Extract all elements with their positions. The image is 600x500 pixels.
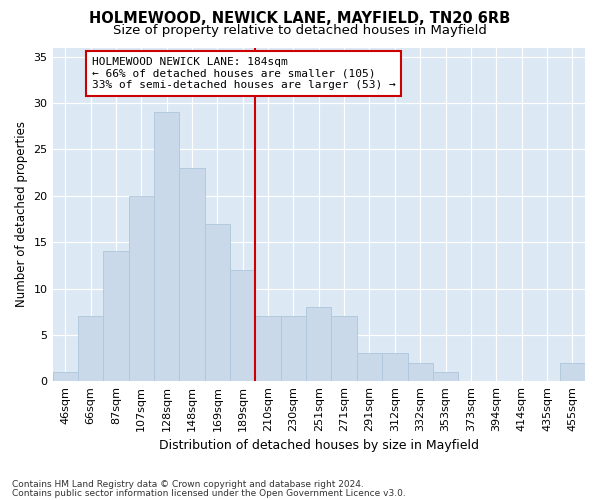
Y-axis label: Number of detached properties: Number of detached properties xyxy=(15,122,28,308)
Bar xyxy=(179,168,205,382)
Bar xyxy=(306,307,331,382)
Text: Contains HM Land Registry data © Crown copyright and database right 2024.: Contains HM Land Registry data © Crown c… xyxy=(12,480,364,489)
Bar xyxy=(357,354,382,382)
Text: Contains public sector information licensed under the Open Government Licence v3: Contains public sector information licen… xyxy=(12,488,406,498)
X-axis label: Distribution of detached houses by size in Mayfield: Distribution of detached houses by size … xyxy=(159,440,479,452)
Text: HOLMEWOOD NEWICK LANE: 184sqm
← 66% of detached houses are smaller (105)
33% of : HOLMEWOOD NEWICK LANE: 184sqm ← 66% of d… xyxy=(92,57,395,90)
Bar xyxy=(53,372,78,382)
Bar xyxy=(382,354,407,382)
Text: Size of property relative to detached houses in Mayfield: Size of property relative to detached ho… xyxy=(113,24,487,37)
Bar xyxy=(103,252,128,382)
Bar xyxy=(281,316,306,382)
Bar xyxy=(230,270,256,382)
Text: HOLMEWOOD, NEWICK LANE, MAYFIELD, TN20 6RB: HOLMEWOOD, NEWICK LANE, MAYFIELD, TN20 6… xyxy=(89,11,511,26)
Bar xyxy=(128,196,154,382)
Bar xyxy=(560,363,585,382)
Bar xyxy=(256,316,281,382)
Bar xyxy=(205,224,230,382)
Bar xyxy=(78,316,103,382)
Bar xyxy=(331,316,357,382)
Bar xyxy=(154,112,179,382)
Bar xyxy=(407,363,433,382)
Bar xyxy=(433,372,458,382)
